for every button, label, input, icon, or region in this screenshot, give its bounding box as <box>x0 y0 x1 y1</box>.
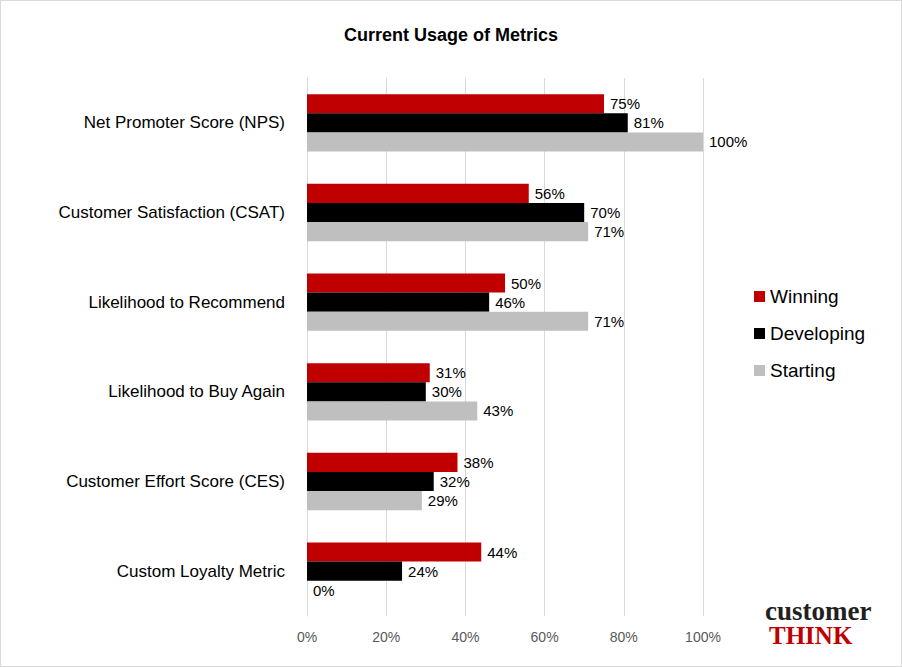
svg-text:71%: 71% <box>594 313 624 330</box>
svg-text:Starting: Starting <box>770 360 835 381</box>
svg-text:100%: 100% <box>685 629 721 645</box>
svg-text:56%: 56% <box>535 185 565 202</box>
svg-text:Developing: Developing <box>770 323 865 344</box>
svg-text:30%: 30% <box>432 383 462 400</box>
svg-text:60%: 60% <box>531 629 559 645</box>
svg-text:0%: 0% <box>313 582 335 599</box>
svg-text:Winning: Winning <box>770 286 839 307</box>
svg-text:THINK: THINK <box>769 622 853 649</box>
svg-text:29%: 29% <box>428 492 458 509</box>
svg-text:75%: 75% <box>610 95 640 112</box>
svg-text:Custom Loyalty Metric: Custom Loyalty Metric <box>117 562 286 581</box>
svg-text:31%: 31% <box>436 364 466 381</box>
svg-text:38%: 38% <box>463 454 493 471</box>
svg-text:customer: customer <box>765 596 871 626</box>
svg-text:70%: 70% <box>590 204 620 221</box>
svg-text:20%: 20% <box>372 629 400 645</box>
svg-text:Likelihood to Recommend: Likelihood to Recommend <box>88 293 285 312</box>
svg-text:71%: 71% <box>594 223 624 240</box>
svg-text:Customer Effort Score (CES): Customer Effort Score (CES) <box>66 472 285 491</box>
svg-text:24%: 24% <box>408 563 438 580</box>
svg-text:Likelihood to Buy Again: Likelihood to Buy Again <box>108 382 285 401</box>
svg-text:43%: 43% <box>483 402 513 419</box>
svg-text:Net Promoter Score (NPS): Net Promoter Score (NPS) <box>84 113 285 132</box>
svg-text:80%: 80% <box>610 629 638 645</box>
svg-text:100%: 100% <box>709 133 747 150</box>
svg-text:32%: 32% <box>440 473 470 490</box>
svg-text:50%: 50% <box>511 275 541 292</box>
svg-text:44%: 44% <box>487 544 517 561</box>
svg-text:81%: 81% <box>634 114 664 131</box>
svg-text:Customer Satisfaction (CSAT): Customer Satisfaction (CSAT) <box>59 203 285 222</box>
svg-text:Current Usage of Metrics: Current Usage of Metrics <box>344 25 558 45</box>
svg-text:0%: 0% <box>297 629 317 645</box>
svg-text:40%: 40% <box>451 629 479 645</box>
svg-text:46%: 46% <box>495 294 525 311</box>
